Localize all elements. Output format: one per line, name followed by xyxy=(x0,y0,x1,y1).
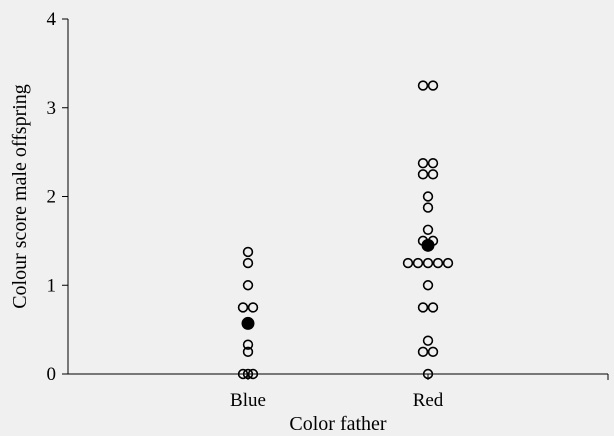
point-red-21 xyxy=(417,80,429,91)
point-red-16 xyxy=(422,191,434,202)
point-red-0 xyxy=(422,368,434,380)
point-red-20 xyxy=(427,158,439,169)
data-points xyxy=(237,80,454,380)
point-blue-9 xyxy=(242,246,254,258)
y-tick-label-0: 0 xyxy=(47,364,57,385)
point-red-1 xyxy=(417,346,429,358)
point-blue-0 xyxy=(237,368,249,380)
y-ticks: 0 1 2 3 4 xyxy=(47,9,68,385)
x-tick-label-red: Red xyxy=(413,390,444,411)
mean-point-blue xyxy=(241,316,255,330)
point-red-2 xyxy=(427,346,439,358)
point-blue-8 xyxy=(242,257,254,269)
y-tick-label-4: 4 xyxy=(47,9,57,30)
point-red-3 xyxy=(422,335,434,346)
y-axis-title: Colour score male offspring xyxy=(9,84,31,309)
x-tick-label-blue: Blue xyxy=(230,390,266,411)
point-blue-7 xyxy=(242,280,254,291)
y-tick-label-1: 1 xyxy=(47,275,57,296)
point-red-15 xyxy=(422,202,434,213)
x-axis-title: Color father xyxy=(289,413,387,435)
point-blue-1 xyxy=(242,368,254,380)
x-ticks: Blue Red xyxy=(230,374,609,411)
point-red-5 xyxy=(427,302,439,313)
point-red-17 xyxy=(417,169,429,180)
point-blue-3 xyxy=(242,346,254,358)
point-red-9 xyxy=(422,257,434,269)
point-red-22 xyxy=(427,80,439,91)
point-red-19 xyxy=(417,158,429,169)
point-blue-4 xyxy=(242,339,254,350)
point-blue-2 xyxy=(247,368,259,380)
point-red-6 xyxy=(422,280,434,291)
point-red-11 xyxy=(442,257,454,269)
point-red-18 xyxy=(427,169,439,180)
point-red-10 xyxy=(432,257,444,269)
point-blue-5 xyxy=(237,302,249,313)
point-red-4 xyxy=(417,302,429,313)
point-blue-6 xyxy=(247,302,259,313)
y-tick-label-2: 2 xyxy=(47,187,57,208)
axes xyxy=(67,19,608,375)
y-tick-label-3: 3 xyxy=(47,98,57,119)
point-red-8 xyxy=(412,257,424,269)
mean-point-red xyxy=(421,238,435,252)
point-red-7 xyxy=(402,257,414,269)
point-red-14 xyxy=(422,224,434,235)
